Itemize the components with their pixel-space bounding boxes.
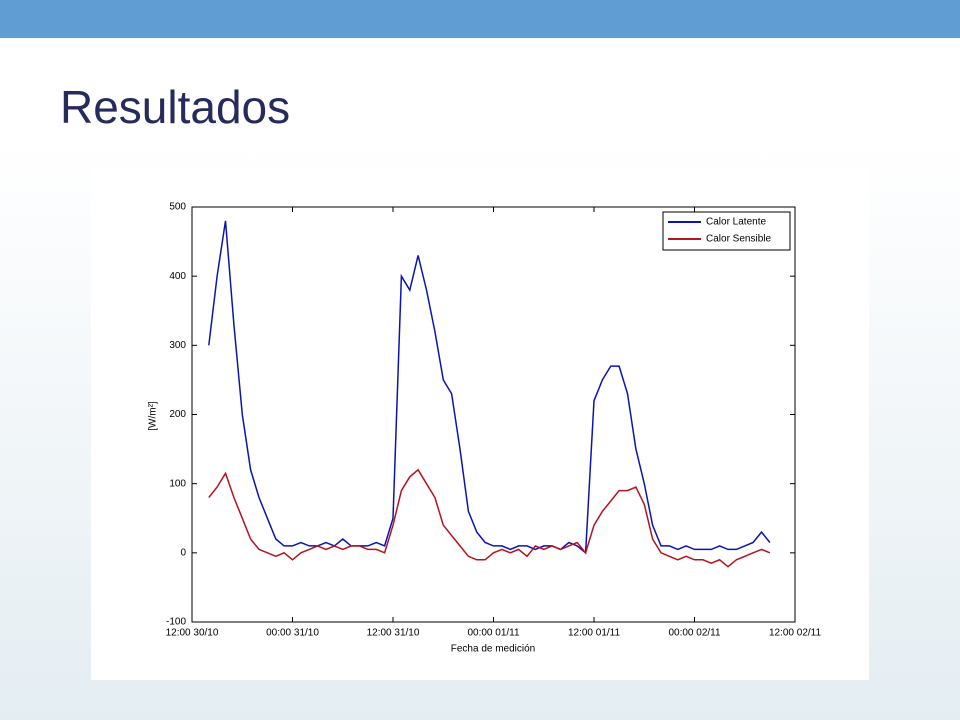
y-tick-label: -100 <box>166 617 186 628</box>
legend-label: Calor Latente <box>706 217 766 228</box>
series-line <box>208 220 771 555</box>
x-tick-label: 12:00 31/10 <box>367 628 420 639</box>
legend-box <box>662 211 791 251</box>
chart: Fecha de medición [W/m²] -100 0 100 200 300 4… <box>91 167 869 680</box>
y-tick-label: 100 <box>169 478 186 489</box>
legend-label: Calor Sensible <box>706 234 771 245</box>
x-tick-label: 12:00 30/10 <box>166 628 219 639</box>
top-bar <box>0 0 960 38</box>
x-tick-label: 12:00 02/11 <box>769 628 822 639</box>
y-tick-label: 400 <box>169 271 186 282</box>
y-axis-label: [W/m²] <box>148 401 159 431</box>
x-tick-label: 12:00 01/11 <box>568 628 621 639</box>
y-tick-label: 300 <box>169 340 186 351</box>
y-tick-label: 200 <box>169 409 186 420</box>
x-axis-label: Fecha de medición <box>451 644 536 655</box>
x-tick-label: 00:00 31/10 <box>266 628 319 639</box>
slide-title: Resultados <box>60 81 291 133</box>
x-tick-label: 00:00 01/11 <box>467 628 520 639</box>
y-tick-label: 500 <box>169 202 186 213</box>
x-tick-label: 00:00 02/11 <box>668 628 721 639</box>
y-tick-label: 0 <box>180 547 186 558</box>
series-line <box>208 468 771 568</box>
